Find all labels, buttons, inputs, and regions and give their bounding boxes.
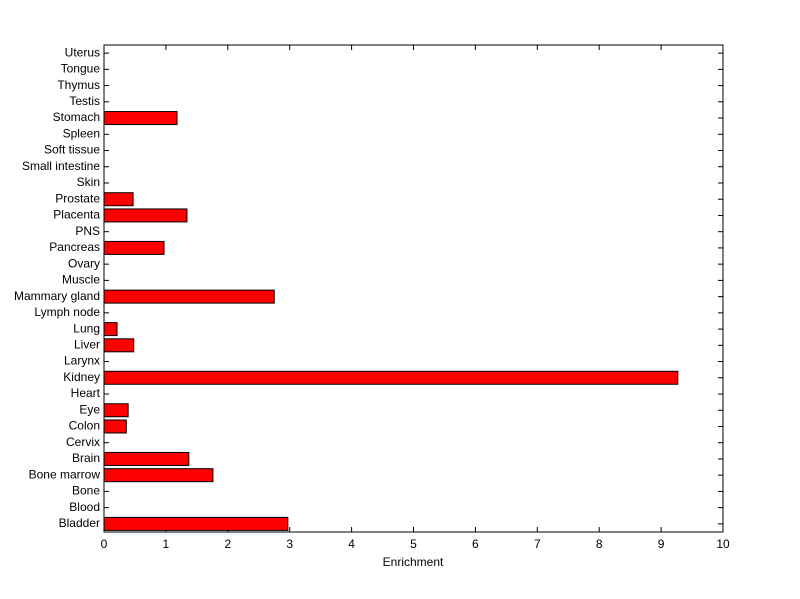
y-tick-label: Heart bbox=[71, 386, 101, 400]
x-tick-label: 3 bbox=[286, 537, 293, 551]
y-tick-label: Stomach bbox=[53, 110, 100, 124]
x-tick-label: 5 bbox=[410, 537, 417, 551]
bar bbox=[103, 208, 188, 223]
y-tick-label: PNS bbox=[75, 224, 100, 238]
x-axis-label: Enrichment bbox=[383, 555, 444, 569]
y-tick-label: Liver bbox=[74, 337, 100, 351]
bar bbox=[103, 322, 118, 337]
bar bbox=[103, 516, 289, 531]
bar bbox=[103, 451, 190, 466]
y-tick-label: Lymph node bbox=[34, 305, 100, 319]
y-tick-label: Pancreas bbox=[49, 240, 100, 254]
bar bbox=[103, 468, 214, 483]
x-tick-label: 2 bbox=[224, 537, 231, 551]
bar bbox=[103, 289, 275, 304]
bar bbox=[103, 111, 178, 126]
plot-frame bbox=[103, 44, 724, 533]
y-tick-label: Kidney bbox=[63, 370, 100, 384]
x-tick-label: 8 bbox=[596, 537, 603, 551]
y-tick-label: Eye bbox=[79, 402, 100, 416]
y-tick-label: Bladder bbox=[59, 516, 100, 530]
y-tick-label: Bone marrow bbox=[29, 467, 101, 481]
y-tick-label: Testis bbox=[69, 94, 100, 108]
x-tick-label: 10 bbox=[716, 537, 730, 551]
y-tick-label: Spleen bbox=[63, 126, 100, 140]
y-tick-label: Prostate bbox=[55, 191, 100, 205]
y-tick-label: Thymus bbox=[57, 78, 100, 92]
x-tick-label: 9 bbox=[658, 537, 665, 551]
x-tick-label: 4 bbox=[348, 537, 355, 551]
y-tick-label: Larynx bbox=[64, 354, 100, 368]
y-tick-label: Placenta bbox=[53, 208, 100, 222]
y-tick-label: Lung bbox=[73, 321, 100, 335]
y-tick-label: Uterus bbox=[65, 45, 100, 59]
x-tick-label: 7 bbox=[534, 537, 541, 551]
x-tick-label: 0 bbox=[101, 537, 108, 551]
bar bbox=[103, 240, 165, 255]
x-tick-label: 1 bbox=[163, 537, 170, 551]
y-tick-label: Bone bbox=[72, 484, 100, 498]
bar bbox=[103, 403, 129, 418]
bar bbox=[103, 338, 135, 353]
y-tick-label: Muscle bbox=[62, 273, 100, 287]
y-tick-label: Brain bbox=[72, 451, 100, 465]
y-tick-label: Cervix bbox=[66, 435, 100, 449]
bar bbox=[103, 419, 127, 434]
y-tick-label: Mammary gland bbox=[14, 289, 100, 303]
y-tick-label: Colon bbox=[69, 419, 100, 433]
y-tick-label: Skin bbox=[77, 175, 100, 189]
bar bbox=[103, 192, 134, 207]
y-tick-label: Tongue bbox=[61, 62, 101, 76]
x-tick-label: 6 bbox=[472, 537, 479, 551]
bar bbox=[103, 370, 679, 385]
y-tick-label: Ovary bbox=[68, 256, 100, 270]
y-tick-label: Blood bbox=[69, 500, 100, 514]
y-tick-label: Small intestine bbox=[22, 159, 100, 173]
y-tick-label: Soft tissue bbox=[44, 143, 100, 157]
